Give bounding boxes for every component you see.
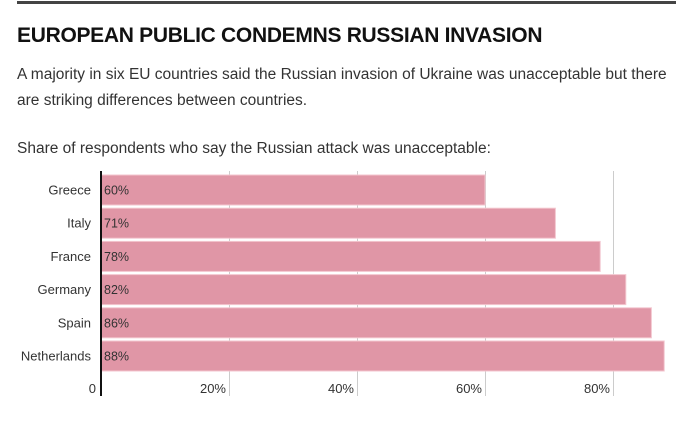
x-tick-label: 80% bbox=[584, 381, 610, 396]
category-label: Italy bbox=[67, 216, 91, 231]
x-tick-label: 40% bbox=[328, 381, 354, 396]
value-label: 60% bbox=[104, 184, 129, 198]
category-label: Spain bbox=[58, 315, 91, 330]
chart-title: EUROPEAN PUBLIC CONDEMNS RUSSIAN INVASIO… bbox=[17, 24, 543, 47]
x-tick-label: 20% bbox=[200, 381, 226, 396]
category-label: Netherlands bbox=[21, 349, 92, 364]
bar bbox=[100, 207, 556, 239]
top-rule bbox=[17, 1, 676, 4]
bar bbox=[100, 174, 486, 206]
bar bbox=[100, 340, 665, 372]
chart-subtitle: A majority in six EU countries said the … bbox=[17, 66, 667, 109]
x-tick-label: 60% bbox=[456, 381, 482, 396]
category-label: Germany bbox=[38, 282, 92, 297]
chart-intro: Share of respondents who say the Russian… bbox=[17, 140, 491, 157]
x-tick-label: 0 bbox=[89, 381, 96, 396]
category-label: France bbox=[51, 249, 91, 264]
category-label: Greece bbox=[48, 183, 91, 198]
bar bbox=[100, 307, 652, 339]
value-label: 88% bbox=[104, 350, 129, 364]
bar bbox=[100, 274, 627, 306]
value-label: 86% bbox=[104, 316, 129, 330]
value-label: 82% bbox=[104, 283, 129, 297]
bar bbox=[100, 240, 601, 272]
value-label: 78% bbox=[104, 250, 129, 264]
value-label: 71% bbox=[104, 217, 129, 231]
bar-chart: Greece 60% Italy 71% France 78% Germany 82% Spai… bbox=[21, 171, 665, 396]
